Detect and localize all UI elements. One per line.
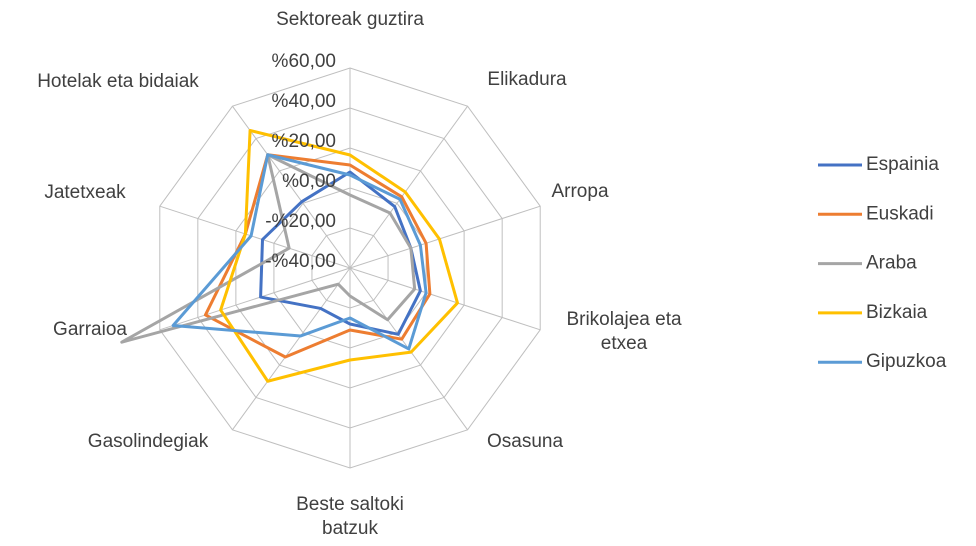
axis-label: Jatetxeak [44, 182, 126, 203]
axis-label: Osasuna [486, 431, 564, 452]
spoke [159, 205, 351, 269]
axis-label: Sektoreak guztira [276, 9, 424, 30]
axis-label: Beste saltoki batzuk [296, 494, 404, 539]
series-line [219, 128, 459, 383]
axis-label: Garraioa [53, 319, 127, 340]
y-tick-label: %0,00 [282, 171, 336, 192]
grid [159, 67, 541, 469]
spoke [349, 105, 468, 269]
grid-ring [159, 67, 541, 469]
series-line [120, 153, 417, 344]
grid-ring [311, 227, 389, 309]
y-tick-label: %20,00 [272, 131, 336, 152]
y-tick-label: %40,00 [272, 91, 336, 112]
spoke [349, 205, 541, 269]
legend-label: Euskadi [866, 203, 934, 224]
spoke [349, 267, 541, 331]
grid-ring [197, 107, 503, 429]
axis-label: Hotelak eta bidaiak [37, 71, 199, 92]
series-line [171, 153, 428, 351]
legend-label: Araba [866, 253, 917, 274]
y-tick-label: %60,00 [272, 51, 336, 72]
series-line [203, 153, 432, 359]
legend-label: Espainia [866, 154, 939, 175]
axis-label: Elikadura [487, 69, 567, 90]
series-line [259, 170, 422, 336]
spoke [232, 105, 351, 269]
spoke [232, 267, 351, 431]
axis-label: Gasolindegiak [87, 431, 209, 452]
legend-label: Bizkaia [866, 302, 928, 323]
axis-label: Arropa [551, 181, 609, 202]
y-tick-label: -%20,00 [265, 211, 336, 232]
axis-label: Brikolajea eta etxea [566, 309, 682, 354]
spoke [159, 267, 351, 331]
legend-label: Gipuzkoa [866, 351, 947, 372]
y-tick-label: -%40,00 [265, 251, 336, 272]
